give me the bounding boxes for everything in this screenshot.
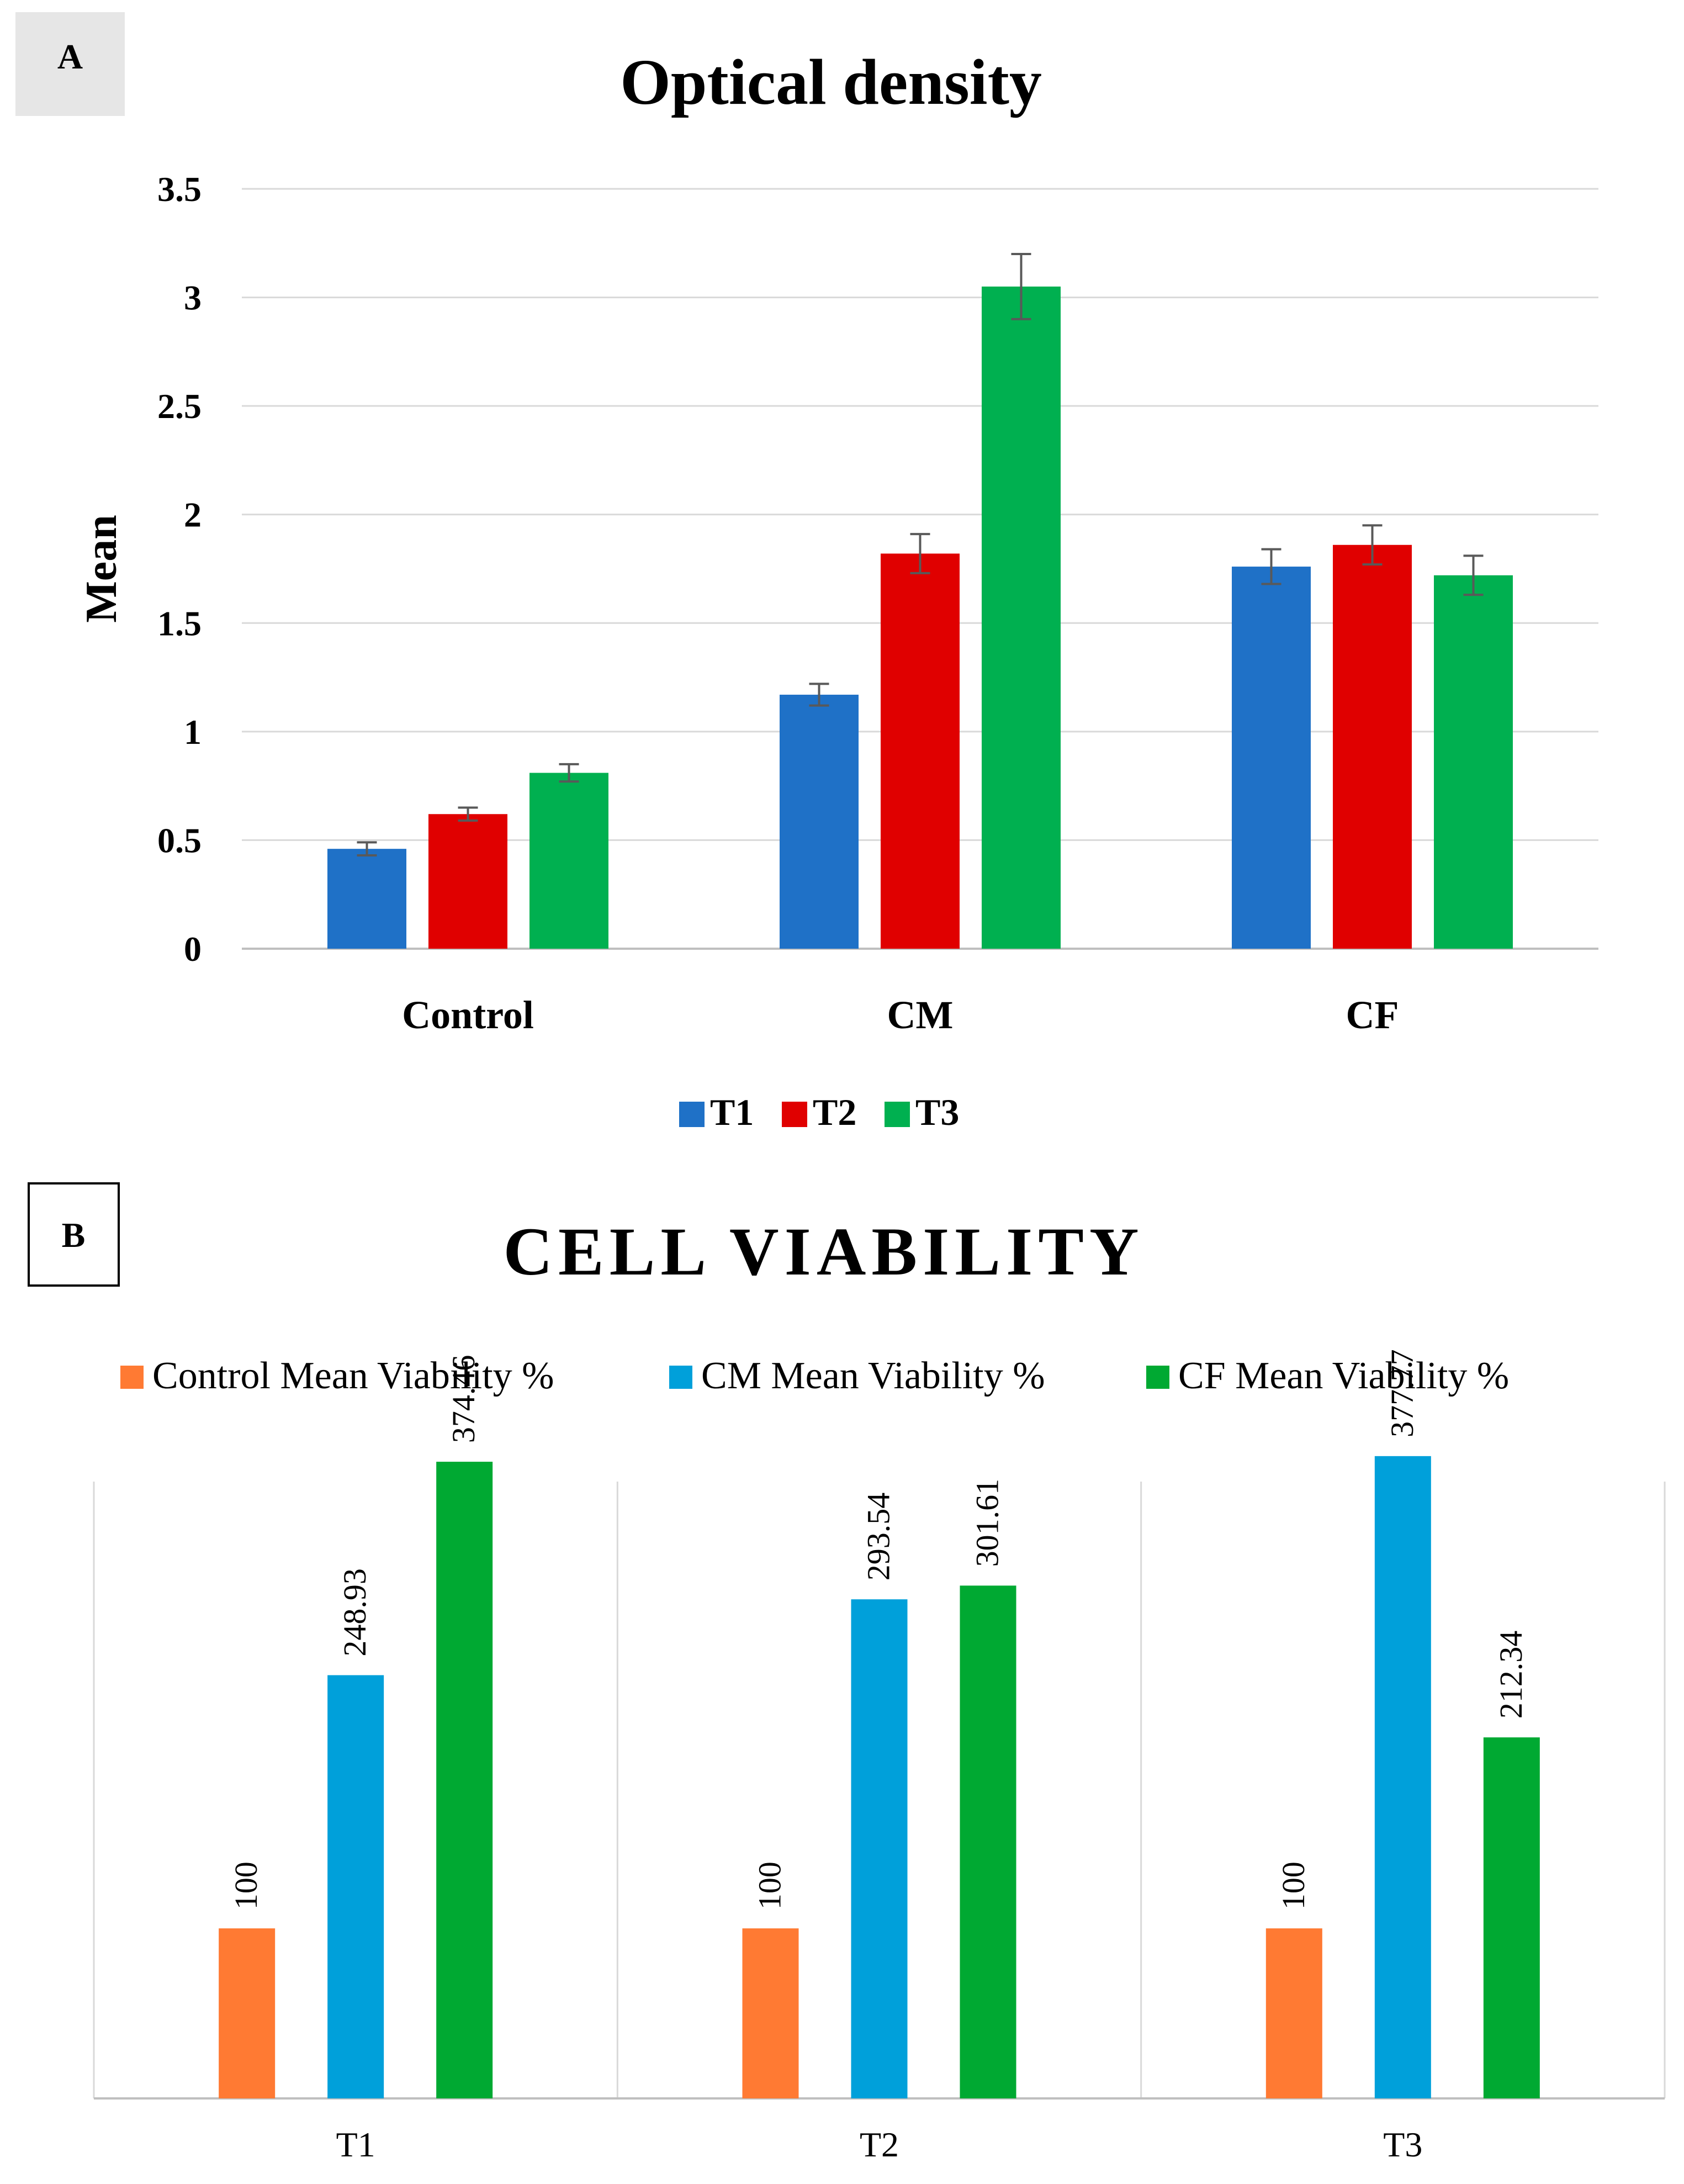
panel-b-data-label-t2-cf-mean-viability: 301.61 [970, 1479, 1005, 1567]
panel-a-x-tick-control: Control [402, 993, 534, 1037]
panel-b-data-label-t1-cm-mean-viability: 248.93 [337, 1568, 373, 1657]
panel-b-label-box [28, 1182, 120, 1287]
panel-a-y-tick-label: 0.5 [157, 821, 202, 860]
panel-a-error-bar-control-t2 [458, 806, 478, 822]
panel-b-legend-swatch-cf-mean-viability [1146, 1366, 1169, 1389]
panel-a-error-bars [357, 252, 1484, 856]
panel-a-bar-cf-t3 [1434, 575, 1513, 949]
panel-b-x-tick-labels: T1 T2 T3 [336, 2125, 1423, 2164]
panel-b-x-tick-t1: T1 [336, 2125, 375, 2164]
panel-a-legend-swatch-t2 [782, 1102, 807, 1127]
panel-b-bar-t1-control-mean-viability [219, 1928, 276, 2098]
panel-a-x-tick-labels: Control CM CF [402, 993, 1399, 1037]
panel-a-bar-cm-t3 [982, 286, 1061, 949]
panel-b-bar-t2-cf-mean-viability [960, 1585, 1016, 2098]
panel-a-error-bar-cm-t1 [809, 683, 829, 707]
panel-b-data-label-t3-cm-mean-viability: 377.77 [1384, 1349, 1420, 1437]
panel-b-data-label-t3-control-mean-viability: 100 [1275, 1862, 1311, 1910]
panel-a-error-bar-cf-t3 [1463, 554, 1484, 596]
panel-a-y-tick-labels: 0 0.5 1 1.5 2 2.5 3 3.5 [157, 170, 202, 969]
panel-a-y-axis-label: Mean [77, 515, 126, 623]
panel-b-title: CELL VIABILITY [503, 1214, 1144, 1289]
panel-a-optical-density: A Optical density Mean 00.511.522.533.5 … [15, 12, 1598, 1133]
panel-a-legend: T1 T2 T3 [679, 1091, 959, 1133]
panel-b-label: B [62, 1215, 86, 1255]
panel-a-legend-item-t3: T3 [885, 1091, 959, 1133]
panel-b-bar-t2-control-mean-viability [742, 1928, 799, 2098]
panel-a-error-bar-cf-t2 [1362, 524, 1383, 566]
panel-a-title: Optical density [620, 46, 1042, 118]
panel-a-legend-label-t3: T3 [915, 1091, 959, 1133]
panel-b-legend-item-cf-mean-viability: CF Mean Viability % [1146, 1355, 1509, 1397]
panel-b-legend-label-control-mean-viability: Control Mean Viability % [152, 1355, 554, 1397]
panel-b-bar-t3-cf-mean-viability [1483, 1737, 1540, 2098]
panel-b-x-tick-t3: T3 [1383, 2125, 1422, 2164]
panel-b-data-label-t1-cf-mean-viability: 374.46 [446, 1355, 481, 1443]
panel-a-y-tick-label: 1 [184, 712, 202, 752]
panel-a-error-bar-cm-t3 [1011, 252, 1031, 320]
panel-b-data-label-t1-control-mean-viability: 100 [228, 1862, 264, 1910]
panel-a-y-tick-label: 2.5 [157, 387, 202, 426]
panel-b-data-label-t3-cf-mean-viability: 212.34 [1493, 1631, 1529, 1719]
panel-b-legend: Control Mean Viability % CM Mean Viabilit… [120, 1355, 1509, 1397]
panel-a-error-bar-cm-t2 [910, 533, 930, 574]
panel-b-bar-t3-control-mean-viability [1265, 1928, 1322, 2098]
panel-a-error-bar-control-t1 [357, 841, 377, 856]
panel-a-y-tick-label: 1.5 [157, 604, 202, 643]
panel-a-bar-control-t3 [529, 773, 608, 949]
panel-a-y-tick-label: 0 [184, 929, 202, 969]
panel-a-error-bar-cf-t1 [1261, 548, 1281, 585]
panel-b-bar-t3-cm-mean-viability [1374, 1456, 1431, 2098]
panel-a-legend-swatch-t1 [679, 1102, 705, 1127]
panel-a-y-tick-label: 2 [184, 495, 202, 535]
panel-b-cell-viability: B CELL VIABILITY Control Mean Viability … [28, 1182, 1666, 2164]
panel-a-x-tick-cm: CM [887, 993, 954, 1037]
panel-b-x-tick-t2: T2 [860, 2125, 899, 2164]
panel-b-legend-swatch-cm-mean-viability [669, 1366, 692, 1389]
panel-a-y-tick-label: 3.5 [157, 170, 202, 209]
panel-b-legend-swatch-control-mean-viability [120, 1366, 144, 1389]
panel-b-legend-item-control-mean-viability: Control Mean Viability % [120, 1355, 554, 1397]
panel-a-bar-control-t2 [428, 814, 507, 949]
panel-b-bars [219, 1456, 1540, 2098]
panel-a-bar-cf-t2 [1333, 544, 1412, 949]
panel-a-legend-item-t2: T2 [782, 1091, 856, 1133]
panel-b-bar-t1-cm-mean-viability [327, 1675, 384, 2098]
panel-b-data-labels: 100 248.93 374.46 100 293.54 301.61 100 377.77 2… [228, 1349, 1529, 1910]
panel-a-bar-control-t1 [327, 849, 406, 949]
panel-a-legend-label-t2: T2 [813, 1091, 856, 1133]
panel-a-bars [327, 286, 1513, 949]
panel-a-legend-item-t1: T1 [679, 1091, 754, 1133]
panel-a-legend-label-t1: T1 [710, 1091, 754, 1133]
panel-b-legend-label-cm-mean-viability: CM Mean Viability % [701, 1355, 1045, 1397]
panel-a-bar-cm-t1 [780, 695, 859, 949]
panel-b-bar-t2-cm-mean-viability [851, 1599, 908, 2098]
panel-a-legend-swatch-t3 [885, 1102, 910, 1127]
panel-a-label: A [57, 37, 83, 76]
panel-a-label-box [15, 12, 125, 116]
panel-b-data-label-t2-control-mean-viability: 100 [752, 1862, 788, 1910]
panel-a-bar-cf-t1 [1232, 567, 1311, 949]
panel-a-x-tick-cf: CF [1346, 993, 1399, 1037]
panel-b-legend-label-cf-mean-viability: CF Mean Viability % [1178, 1355, 1509, 1397]
panel-a-y-tick-label: 3 [184, 278, 202, 318]
panel-b-data-label-t2-cm-mean-viability: 293.54 [861, 1493, 897, 1581]
panel-b-legend-item-cm-mean-viability: CM Mean Viability % [669, 1355, 1045, 1397]
panel-a-bar-cm-t2 [881, 553, 960, 949]
panel-b-bar-t1-cf-mean-viability [436, 1462, 493, 2098]
panel-a-error-bar-control-t3 [559, 763, 579, 783]
